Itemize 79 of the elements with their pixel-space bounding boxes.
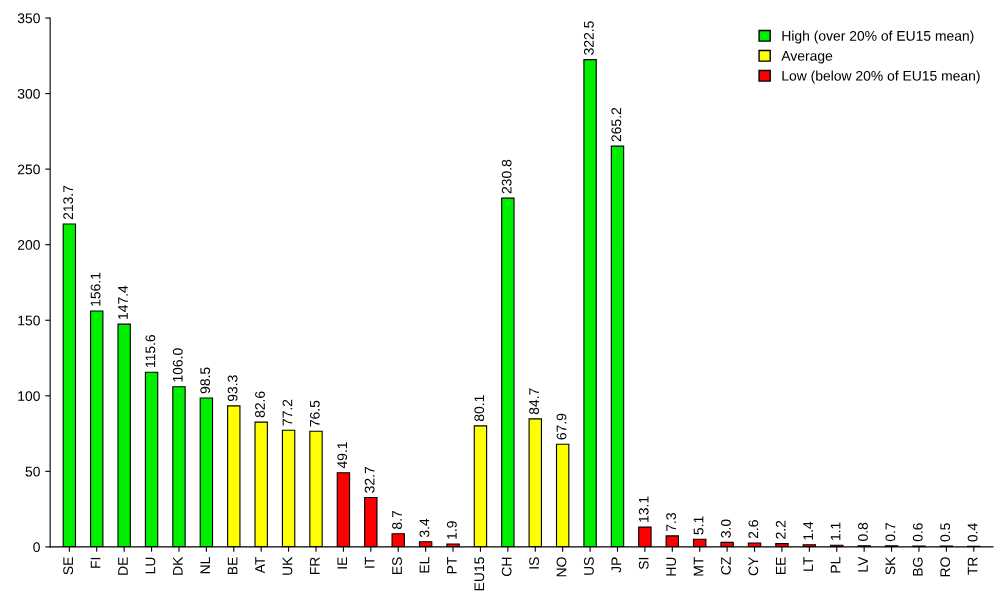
data-label: 13.1 — [638, 496, 649, 522]
data-label: 156.1 — [90, 272, 101, 306]
y-tick-label: 350 — [17, 13, 40, 24]
x-tick-label: IT — [364, 556, 375, 568]
data-label: 93.3 — [227, 375, 238, 402]
data-label: 3.0 — [721, 519, 731, 538]
x-tick-label: TR — [967, 557, 978, 575]
data-label: 147.4 — [118, 285, 128, 319]
legend-label: High (over 20% of EU15 mean) — [782, 30, 974, 44]
data-label: 49.1 — [337, 442, 348, 469]
x-tick-label: HU — [666, 557, 677, 576]
data-label: 98.5 — [200, 367, 211, 394]
data-label: 322.5 — [583, 21, 594, 55]
legend-label: Low (below 20% of EU15 mean) — [782, 70, 980, 84]
x-tick-label: ES — [392, 557, 402, 575]
y-tick-label: 300 — [17, 88, 40, 99]
data-label: 0.4 — [967, 523, 978, 542]
x-tick-label: SK — [885, 556, 896, 575]
x-tick-label: EE — [775, 557, 786, 575]
x-tick-label: DK — [173, 556, 183, 575]
x-tick-label: JP — [611, 557, 622, 573]
x-tick-label: IS — [529, 557, 539, 569]
x-tick-label: FI — [90, 557, 101, 568]
x-tick-label: EL — [419, 557, 430, 573]
y-tick-label: 0 — [33, 542, 40, 553]
x-tick-label: IE — [337, 557, 347, 569]
data-label: 80.1 — [474, 395, 485, 422]
x-tick-label: US — [583, 557, 594, 575]
data-label: 1.1 — [830, 522, 841, 541]
data-label: 0.7 — [885, 523, 896, 542]
data-label: 1.4 — [803, 521, 813, 540]
x-tick-label: CY — [748, 556, 759, 576]
x-tick-label: NO — [556, 557, 567, 577]
data-label: 5.1 — [693, 516, 704, 535]
data-label: 7.3 — [666, 513, 677, 531]
data-label: 115.6 — [145, 334, 156, 367]
x-tick-label: AT — [255, 556, 265, 574]
x-tick-label: BG — [912, 557, 923, 576]
legend-label: Average — [781, 51, 833, 64]
y-tick-label: 250 — [17, 164, 40, 175]
data-label: 67.9 — [556, 413, 567, 440]
y-tick-label: 100 — [18, 391, 40, 401]
x-tick-label: PT — [447, 556, 457, 574]
x-tick-label: LU — [145, 557, 156, 574]
y-tick-label: 200 — [17, 240, 40, 250]
data-label: 3.4 — [419, 518, 430, 538]
x-tick-label: SI — [638, 557, 649, 570]
data-label: 230.8 — [501, 159, 512, 194]
x-tick-label: RO — [940, 557, 951, 577]
x-tick-label: DE — [118, 557, 128, 575]
x-tick-label: CH — [501, 557, 512, 576]
data-label: 0.5 — [940, 523, 951, 542]
x-tick-label: BE — [227, 557, 238, 575]
x-tick-label: PL — [830, 557, 841, 573]
data-label: 77.2 — [282, 399, 293, 426]
data-label: 0.8 — [858, 522, 868, 541]
x-tick-label: LV — [858, 556, 868, 572]
data-label: 0.6 — [912, 523, 923, 542]
x-tick-label: EU15 — [474, 557, 485, 591]
data-label: 106.0 — [172, 348, 183, 382]
data-label: 8.7 — [392, 510, 402, 529]
data-label: 76.5 — [309, 400, 320, 427]
x-tick-label: UK — [282, 556, 293, 575]
data-label: 2.2 — [775, 520, 786, 539]
y-tick-label: 150 — [18, 315, 40, 326]
x-tick-label: NL — [200, 557, 210, 574]
data-label: 1.9 — [446, 521, 457, 539]
data-label: 2.6 — [748, 520, 759, 539]
data-label: 84.7 — [529, 388, 539, 415]
data-label: 82.6 — [255, 391, 265, 418]
x-tick-label: CZ — [721, 557, 731, 575]
x-tick-label: FR — [310, 557, 320, 575]
x-tick-label: LT — [803, 556, 813, 571]
data-label: 213.7 — [63, 185, 74, 220]
data-label: 265.2 — [611, 107, 622, 142]
x-tick-label: MT — [693, 556, 704, 576]
y-tick-label: 50 — [25, 466, 40, 477]
data-label: 32.7 — [364, 467, 375, 493]
x-tick-label: SE — [63, 557, 74, 575]
